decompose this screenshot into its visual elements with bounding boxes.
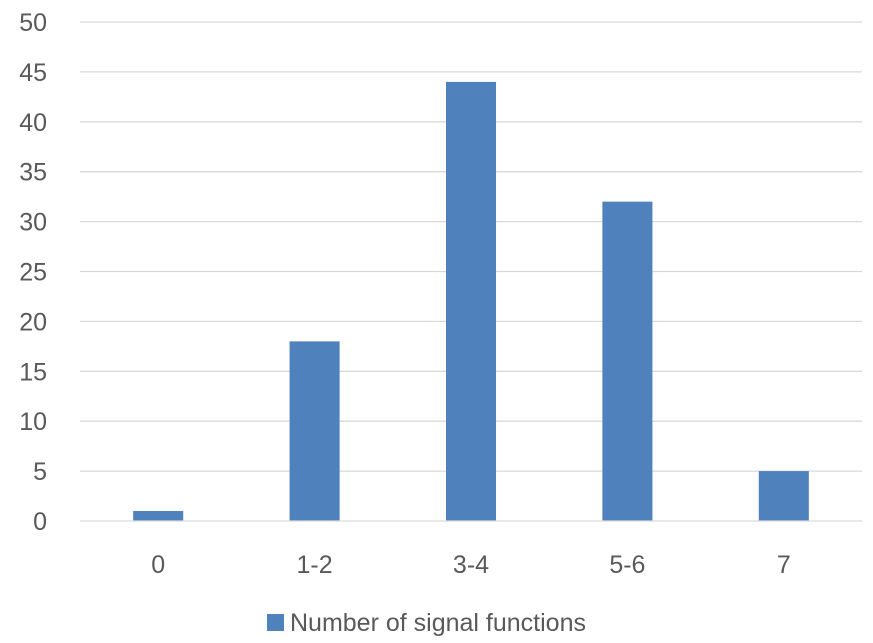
bar bbox=[133, 511, 184, 521]
bars bbox=[133, 81, 809, 521]
y-tick-label: 40 bbox=[19, 109, 47, 137]
legend: Number of signal functions bbox=[267, 609, 586, 637]
x-axis: 0 1-2 3-4 5-6 7 bbox=[151, 551, 791, 579]
x-tick-label: 3-4 bbox=[453, 551, 489, 579]
y-tick-label: 20 bbox=[19, 308, 47, 336]
x-tick-label: 1-2 bbox=[297, 551, 333, 579]
y-tick-label: 30 bbox=[19, 209, 47, 237]
legend-label: Number of signal functions bbox=[290, 609, 586, 637]
y-tick-label: 5 bbox=[33, 458, 47, 486]
legend-swatch bbox=[267, 614, 284, 631]
x-tick-label: 7 bbox=[777, 551, 791, 579]
y-axis: 0 5 10 15 20 25 30 35 40 45 50 bbox=[19, 9, 47, 536]
bar bbox=[445, 81, 497, 521]
y-tick-label: 10 bbox=[19, 408, 47, 436]
bar bbox=[758, 471, 809, 521]
y-tick-label: 25 bbox=[19, 259, 47, 287]
x-tick-label: 0 bbox=[151, 551, 165, 579]
x-tick-label: 5-6 bbox=[609, 551, 645, 579]
y-tick-label: 15 bbox=[19, 358, 47, 386]
y-tick-label: 50 bbox=[19, 9, 47, 37]
bar bbox=[289, 341, 340, 521]
y-tick-label: 35 bbox=[19, 159, 47, 187]
y-tick-label: 0 bbox=[33, 508, 47, 536]
bar bbox=[602, 201, 653, 521]
y-tick-label: 45 bbox=[19, 59, 47, 87]
